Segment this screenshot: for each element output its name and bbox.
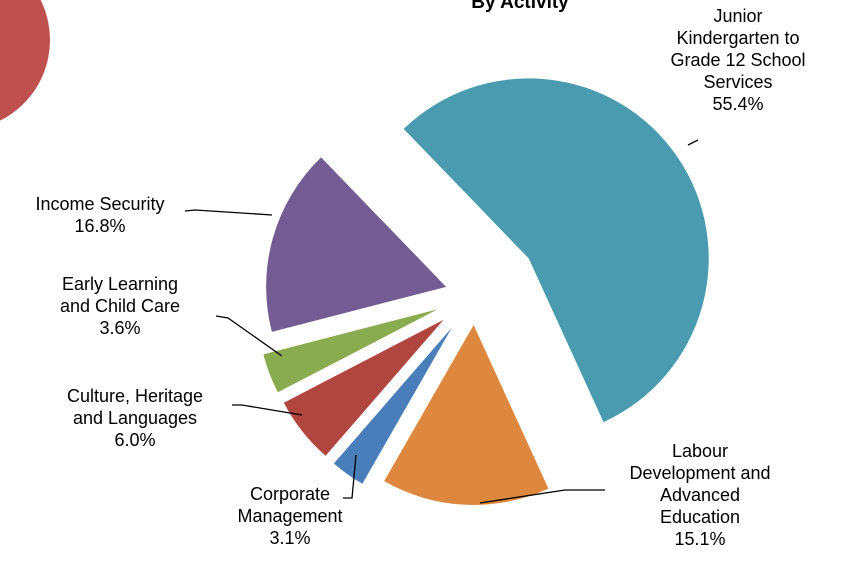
category-label: Culture, Heritage and Languages	[66, 386, 204, 428]
category-label: Junior Kindergarten to Grade 12 School S…	[670, 6, 806, 92]
value-label: 16.8%	[74, 216, 126, 236]
slice-label: Corporate Management 3.1%	[225, 483, 355, 549]
pie-slice	[263, 309, 438, 393]
pie-slice	[283, 319, 444, 456]
leader-line	[184, 209, 273, 216]
slice-label: Labour Development and Advanced Educatio…	[625, 440, 775, 550]
leader-line	[479, 489, 605, 504]
value-label: 55.4%	[712, 94, 764, 114]
chart-title: By Activity	[471, 0, 569, 13]
leader-line	[343, 454, 357, 499]
pie-slice	[384, 324, 549, 505]
category-label: Labour Development and Advanced Educatio…	[629, 441, 771, 527]
leader-line	[232, 404, 303, 416]
decoration	[0, 0, 50, 121]
slice-label: Income Security 16.8%	[10, 193, 190, 237]
value-label: 15.1%	[674, 529, 726, 549]
pie-slice	[333, 327, 452, 484]
leader-line	[215, 315, 283, 357]
value-label: 3.6%	[99, 318, 141, 338]
category-label: Corporate Management	[237, 484, 343, 526]
pie-slice	[403, 78, 709, 423]
leader-lines	[184, 139, 699, 504]
category-label: Income Security	[35, 194, 165, 214]
slice-label: Early Learning and Child Care 3.6%	[53, 273, 188, 339]
value-label: 6.0%	[114, 430, 156, 450]
slice-label: Junior Kindergarten to Grade 12 School S…	[663, 5, 813, 115]
leader-line	[687, 139, 699, 146]
slice-label: Culture, Heritage and Languages 6.0%	[60, 385, 210, 451]
category-label: Early Learning and Child Care	[59, 274, 181, 316]
pie-slice	[266, 157, 447, 332]
value-label: 3.1%	[269, 528, 311, 548]
